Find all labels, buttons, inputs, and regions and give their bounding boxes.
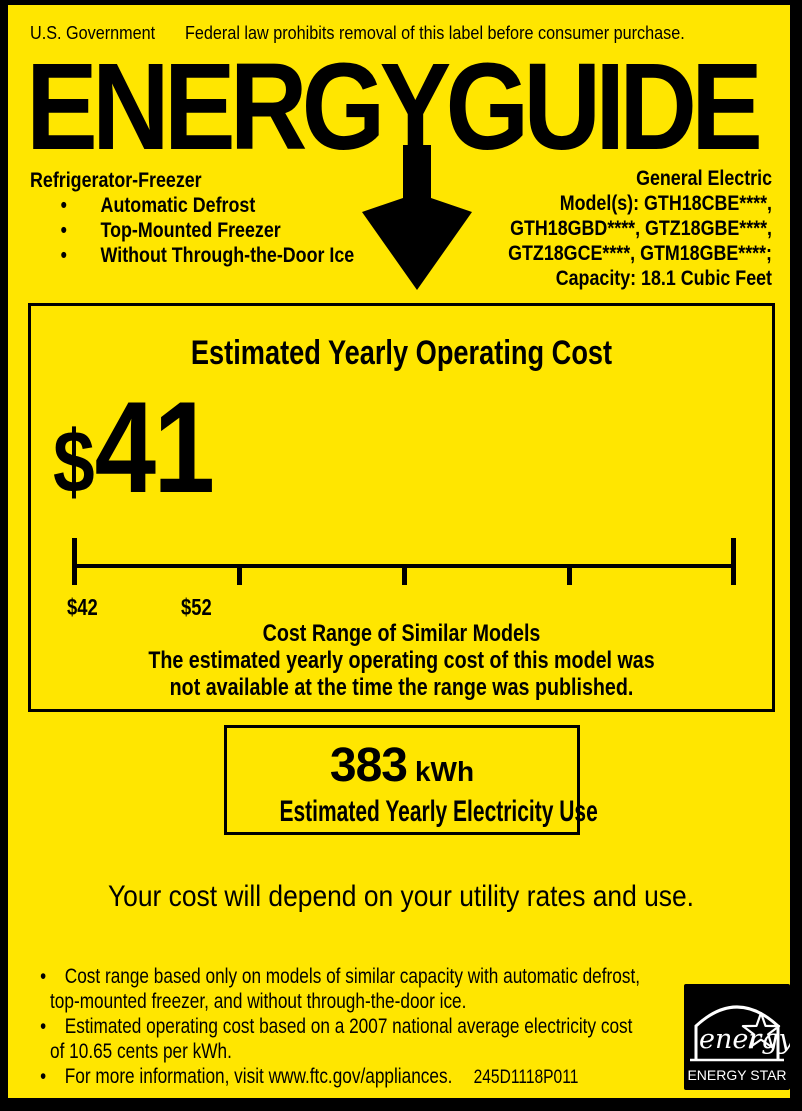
product-features: Refrigerator-Freezer • Automatic Defrost… [30, 168, 387, 268]
footnote-item: • Cost range based only on models of sim… [0, 964, 771, 989]
utility-rates-disclaimer: Your cost will depend on your utility ra… [107, 880, 695, 913]
operating-cost-box: Estimated Yearly Operating Cost $41 $42 … [28, 303, 775, 712]
feature-label: Automatic Defrost [100, 194, 256, 217]
operating-cost-title: Estimated Yearly Operating Cost [190, 334, 613, 372]
scale-tick-left-end [72, 538, 77, 585]
footnote-item: • Estimated operating cost based on a 20… [0, 1014, 771, 1039]
footnote-text: top-mounted freezer, and without through… [50, 990, 467, 1013]
federal-law-notice: Federal law prohibits removal of this la… [185, 23, 685, 43]
energy-star-script: energy [699, 1024, 790, 1055]
footnote-text: For more information, visit www.ftc.gov/… [64, 1065, 453, 1088]
bullet-icon: • [60, 244, 67, 267]
electricity-value: 383 [329, 739, 408, 792]
capacity-text: Capacity: 18.1 Cubic Feet [555, 267, 772, 290]
bullet-icon: • [60, 219, 67, 242]
us-government-label: U.S. Government [30, 23, 156, 43]
energy-star-star-icon [741, 1011, 781, 1049]
part-number: 245D1118P011 [473, 1067, 579, 1088]
cost-range-text: Cost Range of Similar Models The estimat… [98, 620, 706, 701]
scale-tick-right-end [731, 538, 736, 585]
cost-range-note-line: The estimated yearly operating cost of t… [148, 647, 655, 674]
manufacturer-name: General Electric [636, 167, 772, 190]
product-category: Refrigerator-Freezer [30, 169, 202, 192]
model-numbers-line: GTH18GBD****, GTZ18GBE****, [510, 217, 772, 240]
feature-item: • Automatic Defrost [30, 193, 387, 218]
down-arrow-icon [362, 145, 472, 290]
model-numbers-line: Model(s): GTH18CBE****, [559, 192, 772, 215]
scale-high-label: $52 [181, 594, 212, 620]
footnote-item: • For more information, visit www.ftc.go… [0, 1064, 771, 1090]
feature-label: Without Through-the-Door Ice [100, 244, 355, 267]
feature-item: • Without Through-the-Door Ice [30, 243, 387, 268]
feature-label: Top-Mounted Freezer [100, 219, 281, 242]
cost-range-note-line: not available at the time the range was … [169, 674, 634, 701]
energyguide-logo: ENERGYGUIDE [26, 39, 763, 176]
scale-low-label: $42 [67, 594, 98, 620]
electricity-unit: kWh [414, 756, 475, 787]
bullet-icon: • [40, 1065, 47, 1088]
footnote-text: of 10.65 cents per kWh. [50, 1040, 232, 1063]
energy-star-background [684, 984, 790, 1090]
electricity-use-box: 383 kWh Estimated Yearly Electricity Use [224, 725, 598, 835]
footnotes: • Cost range based only on models of sim… [0, 964, 771, 1090]
model-numbers-line: GTZ18GCE****, GTM18GBE****; [508, 242, 772, 265]
energy-star-arch [694, 1005, 780, 1059]
model-info: General Electric Model(s): GTH18CBE****,… [381, 166, 772, 291]
energy-star-logo: energy ENERGY STAR [684, 984, 790, 1090]
bullet-icon: • [40, 1015, 47, 1038]
label-background [8, 5, 790, 1098]
scale-tick-mid [402, 564, 407, 585]
scale-tick-mid [237, 564, 242, 585]
cost-amount-value: 41 [94, 374, 215, 520]
energy-star-wordmark: ENERGY STAR [687, 1067, 786, 1083]
footnote-text: Estimated operating cost based on a 2007… [64, 1015, 633, 1038]
currency-symbol: $ [53, 412, 95, 511]
bullet-icon: • [40, 965, 47, 988]
scale-tick-mid [567, 564, 572, 585]
feature-item: • Top-Mounted Freezer [30, 218, 387, 243]
electricity-caption: Estimated Yearly Electricity Use [279, 794, 598, 828]
cost-amount: $41 [53, 382, 215, 512]
footnote-text: Cost range based only on models of simil… [64, 965, 641, 988]
bullet-icon: • [60, 194, 67, 217]
cost-range-caption: Cost Range of Similar Models [262, 620, 541, 647]
